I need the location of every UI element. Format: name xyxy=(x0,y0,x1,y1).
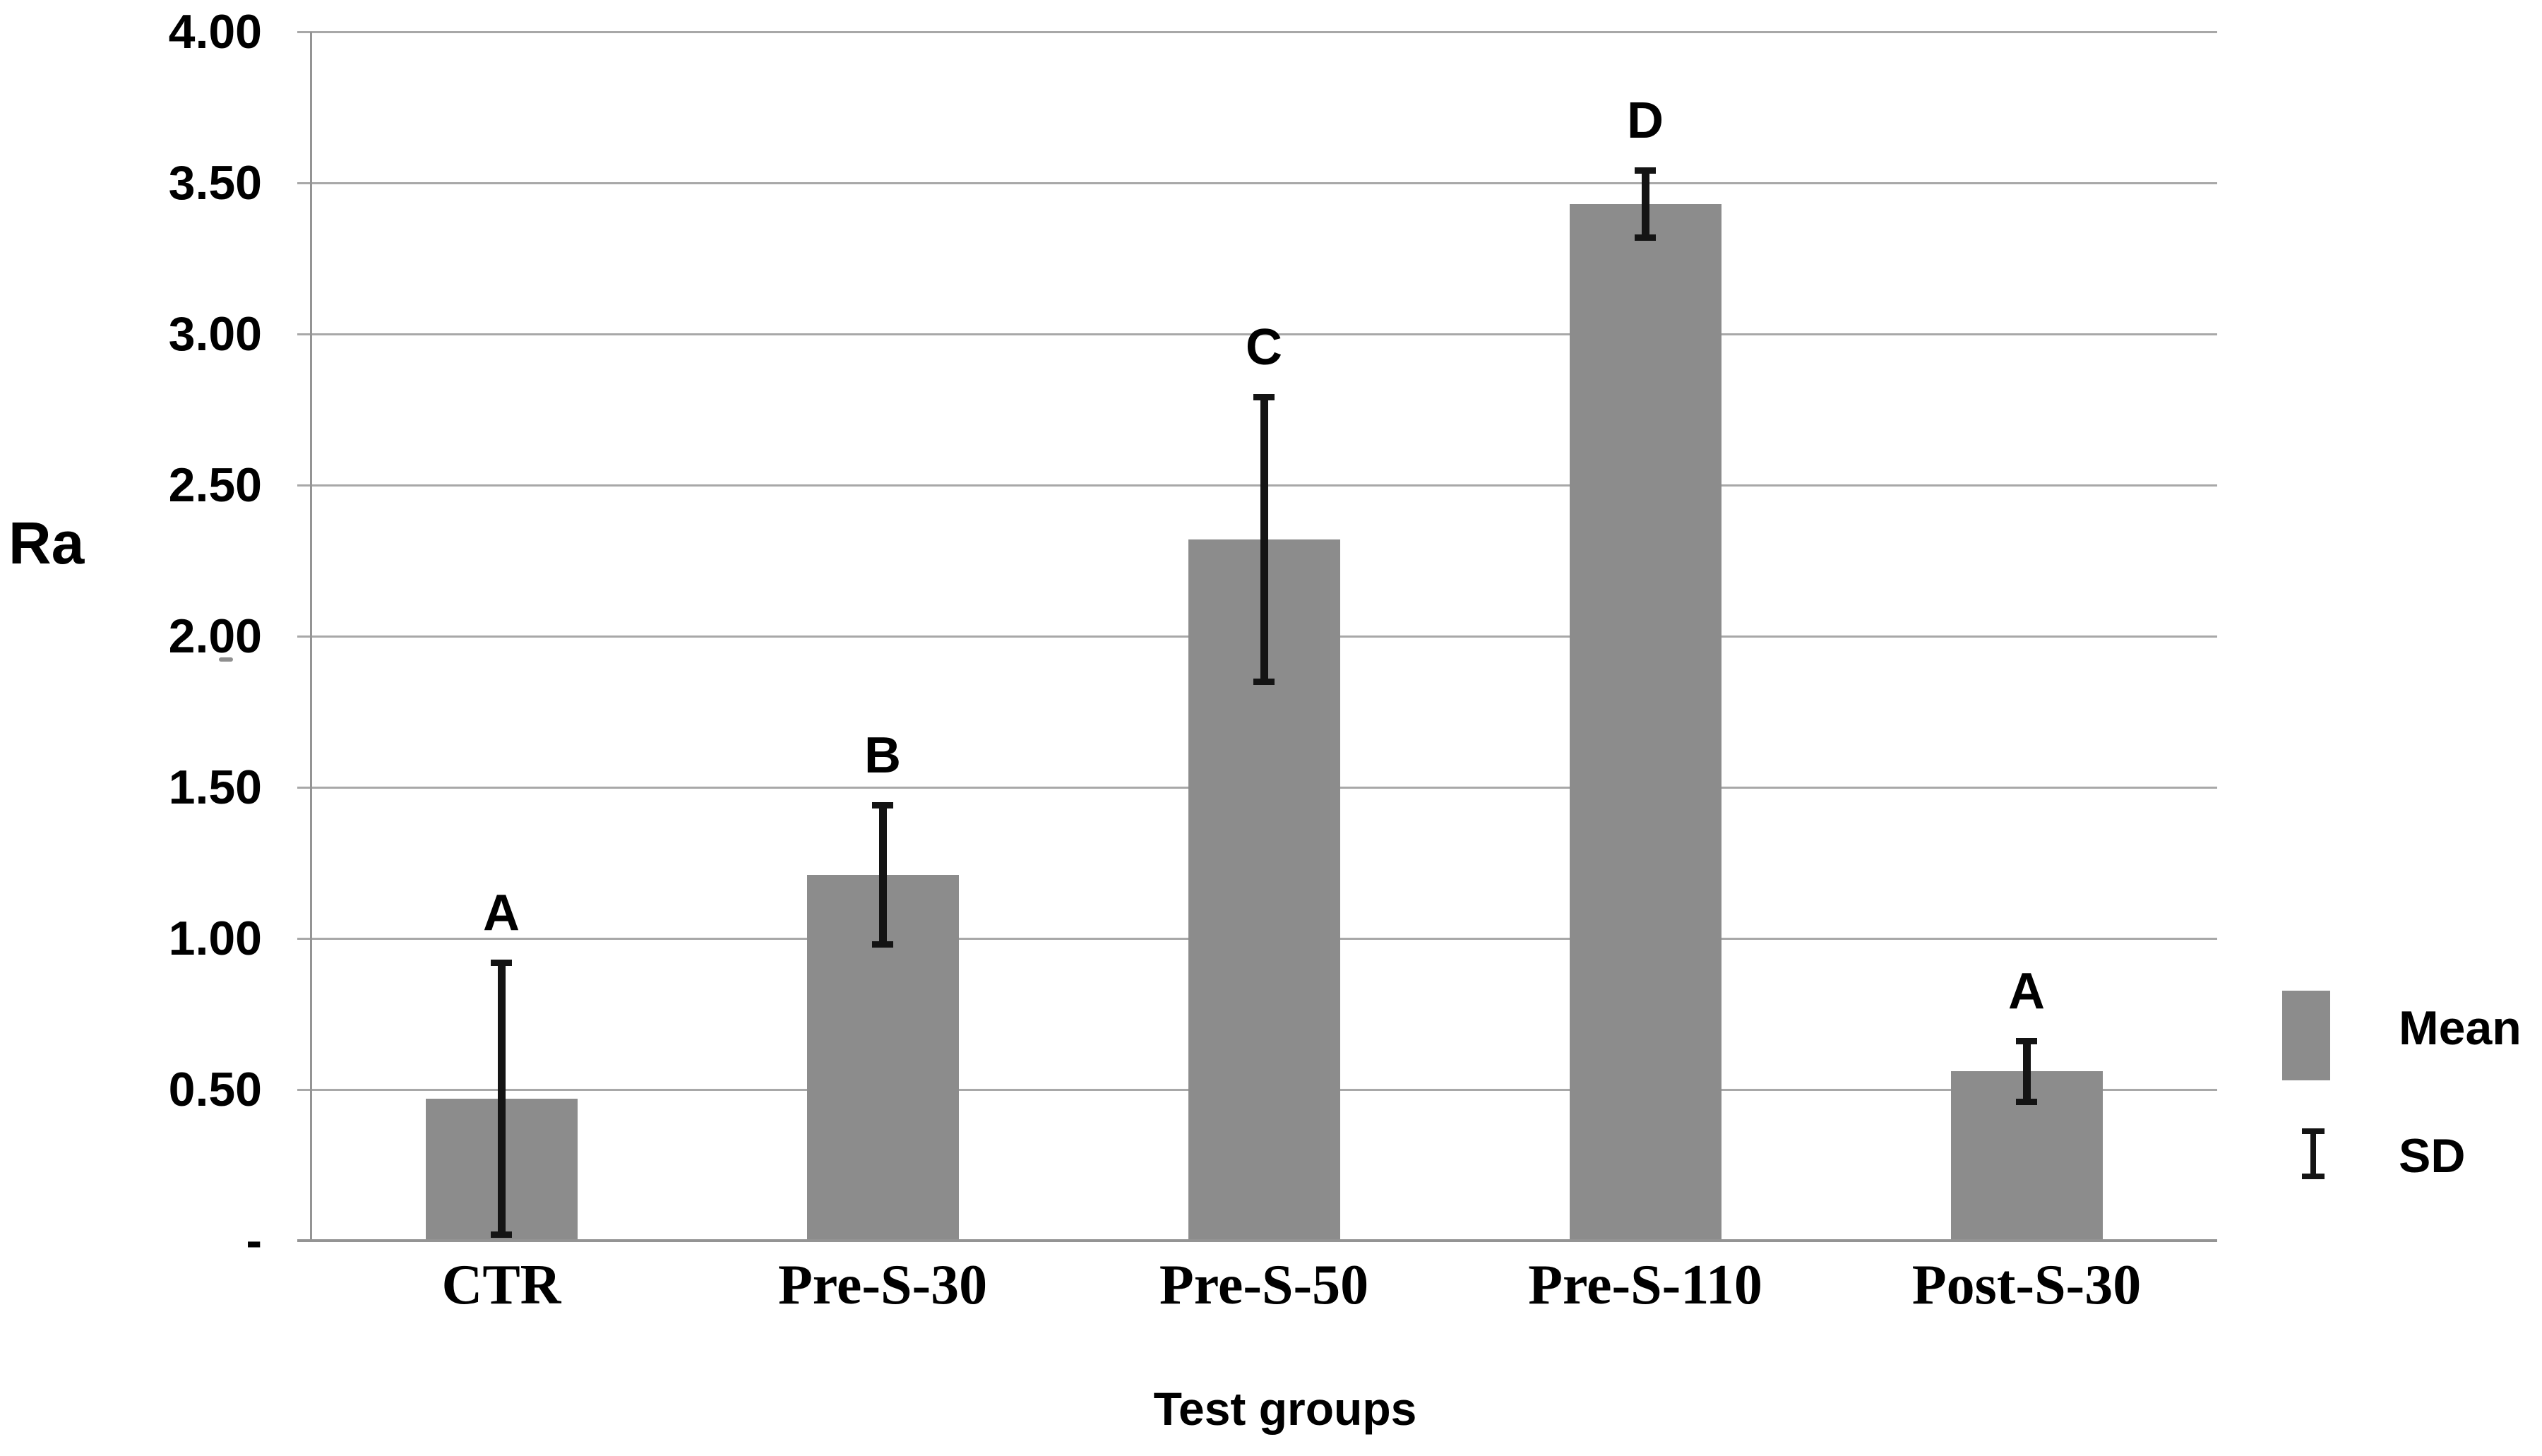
error-bar-cap-top xyxy=(491,959,512,966)
gridline xyxy=(297,333,2217,335)
error-bar xyxy=(1641,170,1649,238)
significance-letter: B xyxy=(864,727,901,784)
legend-mean-label: Mean xyxy=(2399,1001,2522,1055)
error-bar-cap-bottom xyxy=(1253,678,1275,685)
error-bar-icon-cap-top xyxy=(2302,1128,2325,1134)
error-bar-cap-top xyxy=(1253,394,1275,401)
error-bar xyxy=(1260,397,1268,682)
error-bar-cap-top xyxy=(872,802,893,809)
error-bar-cap-bottom xyxy=(491,1231,512,1238)
error-bar-cap-top xyxy=(1635,167,1656,174)
error-bar xyxy=(878,805,887,945)
y-tick-label: 3.50 xyxy=(168,156,262,210)
error-bar-cap-top xyxy=(2016,1038,2037,1045)
error-bar xyxy=(2022,1041,2031,1102)
y-tick-label: 1.00 xyxy=(168,912,262,965)
gridline xyxy=(297,181,2217,184)
y-tick-label: 2.00 xyxy=(168,609,262,663)
mean-swatch-icon xyxy=(2282,991,2330,1080)
x-category-label: Post-S-30 xyxy=(1911,1254,2142,1316)
y-tick-label: 3.00 xyxy=(168,307,262,361)
error-bar-cap-bottom xyxy=(1635,234,1656,241)
significance-letter: C xyxy=(1246,319,1282,376)
y-tick-label: 0.50 xyxy=(168,1063,262,1116)
x-axis-title: Test groups xyxy=(1153,1383,1417,1435)
x-category-label: CTR xyxy=(441,1254,561,1316)
error-bar-cap-bottom xyxy=(2016,1098,2037,1105)
significance-letter: A xyxy=(2008,962,2045,1020)
legend-sd-label: SD xyxy=(2399,1129,2466,1183)
y-axis-line xyxy=(309,32,312,1242)
x-category-label: Pre-S-110 xyxy=(1528,1254,1762,1316)
error-bar-cap-bottom xyxy=(872,941,893,948)
gridline xyxy=(297,484,2217,487)
significance-letter: A xyxy=(483,884,520,941)
error-bar xyxy=(497,962,506,1235)
y-tick-label: 1.50 xyxy=(168,760,262,814)
y-tick-label: 2.50 xyxy=(168,458,262,512)
x-category-label: Pre-S-50 xyxy=(1159,1254,1369,1316)
y-axis-title: Ra xyxy=(8,510,85,576)
y-tick-label: 4.00 xyxy=(168,5,262,59)
significance-letter: D xyxy=(1627,93,1664,150)
y-tick-label: - xyxy=(246,1214,262,1267)
stray-mark-artifact xyxy=(219,657,233,662)
x-category-label: Pre-S-30 xyxy=(777,1254,988,1316)
gridline xyxy=(297,30,2217,33)
error-bar-icon xyxy=(2310,1131,2316,1178)
bar xyxy=(1569,203,1721,1241)
x-axis-line xyxy=(297,1239,2217,1242)
error-bar-icon-cap-bottom xyxy=(2302,1174,2325,1179)
